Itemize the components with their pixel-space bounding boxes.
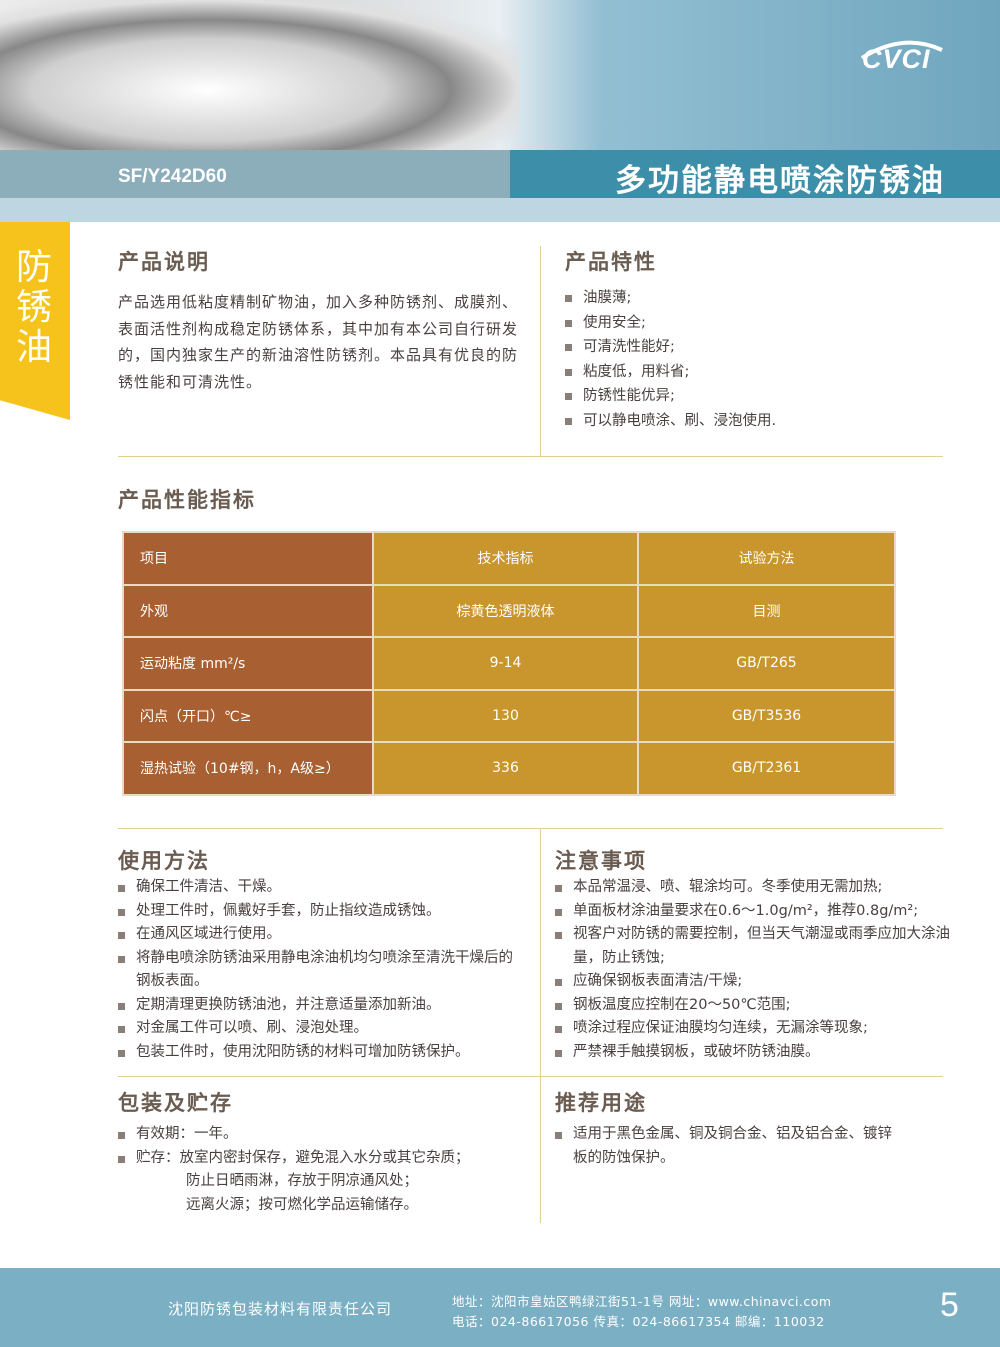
list-item: 有效期：一年。: [118, 1123, 528, 1147]
applications-heading: 推荐用途: [555, 1091, 647, 1115]
table-cell: 336: [372, 741, 639, 796]
table-cell: 目测: [637, 583, 896, 638]
list-item: 油膜薄;: [565, 286, 776, 311]
divider: [118, 456, 943, 457]
usage-heading: 使用方法: [118, 849, 210, 873]
divider: [118, 1076, 943, 1077]
address-line: 地址：沈阳市皇姑区鸭绿江街51-1号 网址：www.chinavci.com: [452, 1294, 832, 1309]
header-band: [510, 150, 1000, 198]
storage-list: 有效期：一年。 贮存：放室内密封保存，避免混入水分或其它杂质； 防止日晒雨淋，存…: [118, 1123, 528, 1217]
list-item: 使用安全;: [565, 311, 776, 336]
divider: [540, 828, 541, 1223]
side-tab: 防锈油: [0, 222, 70, 420]
list-item: 视客户对防锈的需要控制，但当天气潮湿或雨季应加大涂油量，防止锈蚀;: [555, 923, 955, 970]
specs-heading: 产品性能指标: [118, 488, 256, 512]
notes-heading: 注意事项: [555, 849, 647, 873]
list-item: 喷涂过程应保证油膜均匀连续，无漏涂等现象;: [555, 1017, 955, 1041]
list-item: 包装工件时，使用沈阳防锈的材料可增加防锈保护。: [118, 1041, 518, 1065]
list-item: 处理工件时，佩戴好手套，防止指纹造成锈蚀。: [118, 900, 518, 924]
table-row: 外观 棕黄色透明液体 目测: [122, 583, 896, 638]
header-band-left: [0, 150, 510, 198]
list-item: 可清洗性能好;: [565, 335, 776, 360]
features-list: 油膜薄; 使用安全; 可清洗性能好; 粘度低，用料省; 防锈性能优异; 可以静电…: [565, 286, 776, 433]
usage-list: 确保工件清洁、干燥。 处理工件时，佩戴好手套，防止指纹造成锈蚀。 在通风区域进行…: [118, 876, 518, 1064]
storage-heading: 包装及贮存: [118, 1091, 233, 1115]
list-item: 防锈性能优异;: [565, 384, 776, 409]
table-cell: GB/T3536: [637, 688, 896, 743]
list-item: 将静电喷涂防锈油采用静电涂油机均匀喷涂至清洗干燥后的钢板表面。: [118, 947, 518, 994]
product-code: SF/Y242D60: [118, 166, 227, 187]
divider: [540, 246, 541, 456]
table-header: 项目: [122, 531, 374, 586]
list-item: 贮存：放室内密封保存，避免混入水分或其它杂质；: [118, 1147, 528, 1171]
table-row: 运动粘度 mm²/s 9-14 GB/T265: [122, 636, 896, 691]
table-header: 技术指标: [372, 531, 639, 586]
logo: CVCI: [862, 44, 931, 74]
description-heading: 产品说明: [118, 250, 210, 274]
table-header-row: 项目 技术指标 试验方法: [122, 531, 896, 586]
page-number: 5: [940, 1286, 959, 1324]
list-item: 确保工件清洁、干燥。: [118, 876, 518, 900]
table-cell: 闪点（开口）℃≥: [122, 688, 374, 743]
table-cell: 130: [372, 688, 639, 743]
table-cell: 棕黄色透明液体: [372, 583, 639, 638]
table-cell: 外观: [122, 583, 374, 638]
list-item-continuation: 远离火源；按可燃化学品运输储存。: [186, 1196, 418, 1213]
logo-arc-icon: [860, 40, 943, 60]
table-cell: GB/T265: [637, 636, 896, 691]
contact-line: 电话：024-86617056 传真：024-86617354 邮编：11003…: [452, 1314, 825, 1329]
list-item: 定期清理更换防锈油池，并注意适量添加新油。: [118, 994, 518, 1018]
list-item: 可以静电喷涂、刷、浸泡使用.: [565, 409, 776, 434]
specs-table: 项目 技术指标 试验方法 外观 棕黄色透明液体 目测 运动粘度 mm²/s 9-14 GB/…: [122, 531, 896, 796]
list-item: 钢板温度应控制在20～50℃范围;: [555, 994, 955, 1018]
list-item-continuation: 防止日晒雨淋，存放于阴凉通风处；: [186, 1173, 418, 1189]
side-tab-label: 防锈油: [16, 247, 53, 368]
table-cell: 运动粘度 mm²/s: [122, 636, 374, 691]
header-band-light: [0, 198, 1000, 222]
list-item: 在通风区域进行使用。: [118, 923, 518, 947]
list-item: 对金属工件可以喷、刷、浸泡处理。: [118, 1017, 518, 1041]
table-header: 试验方法: [637, 531, 896, 586]
list-item: 单面板材涂油量要求在0.6～1.0g/m²，推荐0.8g/m²;: [555, 900, 955, 924]
features-heading: 产品特性: [565, 250, 657, 274]
list-item: 严禁裸手触摸钢板，或破坏防锈油膜。: [555, 1041, 955, 1065]
divider: [118, 828, 943, 829]
footer: 沈阳防锈包装材料有限责任公司 地址：沈阳市皇姑区鸭绿江街51-1号 网址：www…: [0, 1268, 1000, 1347]
notes-list: 本品常温浸、喷、辊涂均可。冬季使用无需加热; 单面板材涂油量要求在0.6～1.0…: [555, 876, 955, 1064]
table-row: 闪点（开口）℃≥ 130 GB/T3536: [122, 688, 896, 743]
table-row: 湿热试验（10#钢，h，A级≥） 336 GB/T2361: [122, 741, 896, 796]
list-item: 本品常温浸、喷、辊涂均可。冬季使用无需加热;: [555, 876, 955, 900]
header-image: [0, 0, 1000, 150]
table-cell: 湿热试验（10#钢，h，A级≥）: [122, 741, 374, 796]
table-cell: GB/T2361: [637, 741, 896, 796]
water-drop-image: [0, 0, 520, 150]
table-cell: 9-14: [372, 636, 639, 691]
list-item: 适用于黑色金属、铜及铜合金、铝及铝合金、镀锌板的防蚀保护。: [555, 1123, 900, 1170]
list-item: 应确保钢板表面清洁/干燥;: [555, 970, 955, 994]
applications-list: 适用于黑色金属、铜及铜合金、铝及铝合金、镀锌板的防蚀保护。: [555, 1123, 900, 1170]
page-title: 多功能静电喷涂防锈油: [615, 163, 945, 199]
company-name: 沈阳防锈包装材料有限责任公司: [168, 1300, 393, 1318]
list-item: 粘度低，用料省;: [565, 360, 776, 385]
description-text: 产品选用低粘度精制矿物油，加入多种防锈剂、成膜剂、表面活性剂构成稳定防锈体系，其…: [118, 293, 519, 391]
